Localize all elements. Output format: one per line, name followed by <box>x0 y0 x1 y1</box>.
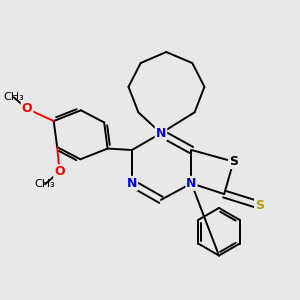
Text: CH₃: CH₃ <box>3 92 24 102</box>
Text: O: O <box>54 165 65 178</box>
Text: CH₃: CH₃ <box>34 179 56 189</box>
Text: O: O <box>22 102 32 115</box>
Text: N: N <box>186 177 197 190</box>
Text: S: S <box>229 155 238 168</box>
Text: N: N <box>156 127 166 140</box>
Text: N: N <box>156 127 166 140</box>
Text: S: S <box>255 199 264 212</box>
Text: N: N <box>127 177 137 190</box>
